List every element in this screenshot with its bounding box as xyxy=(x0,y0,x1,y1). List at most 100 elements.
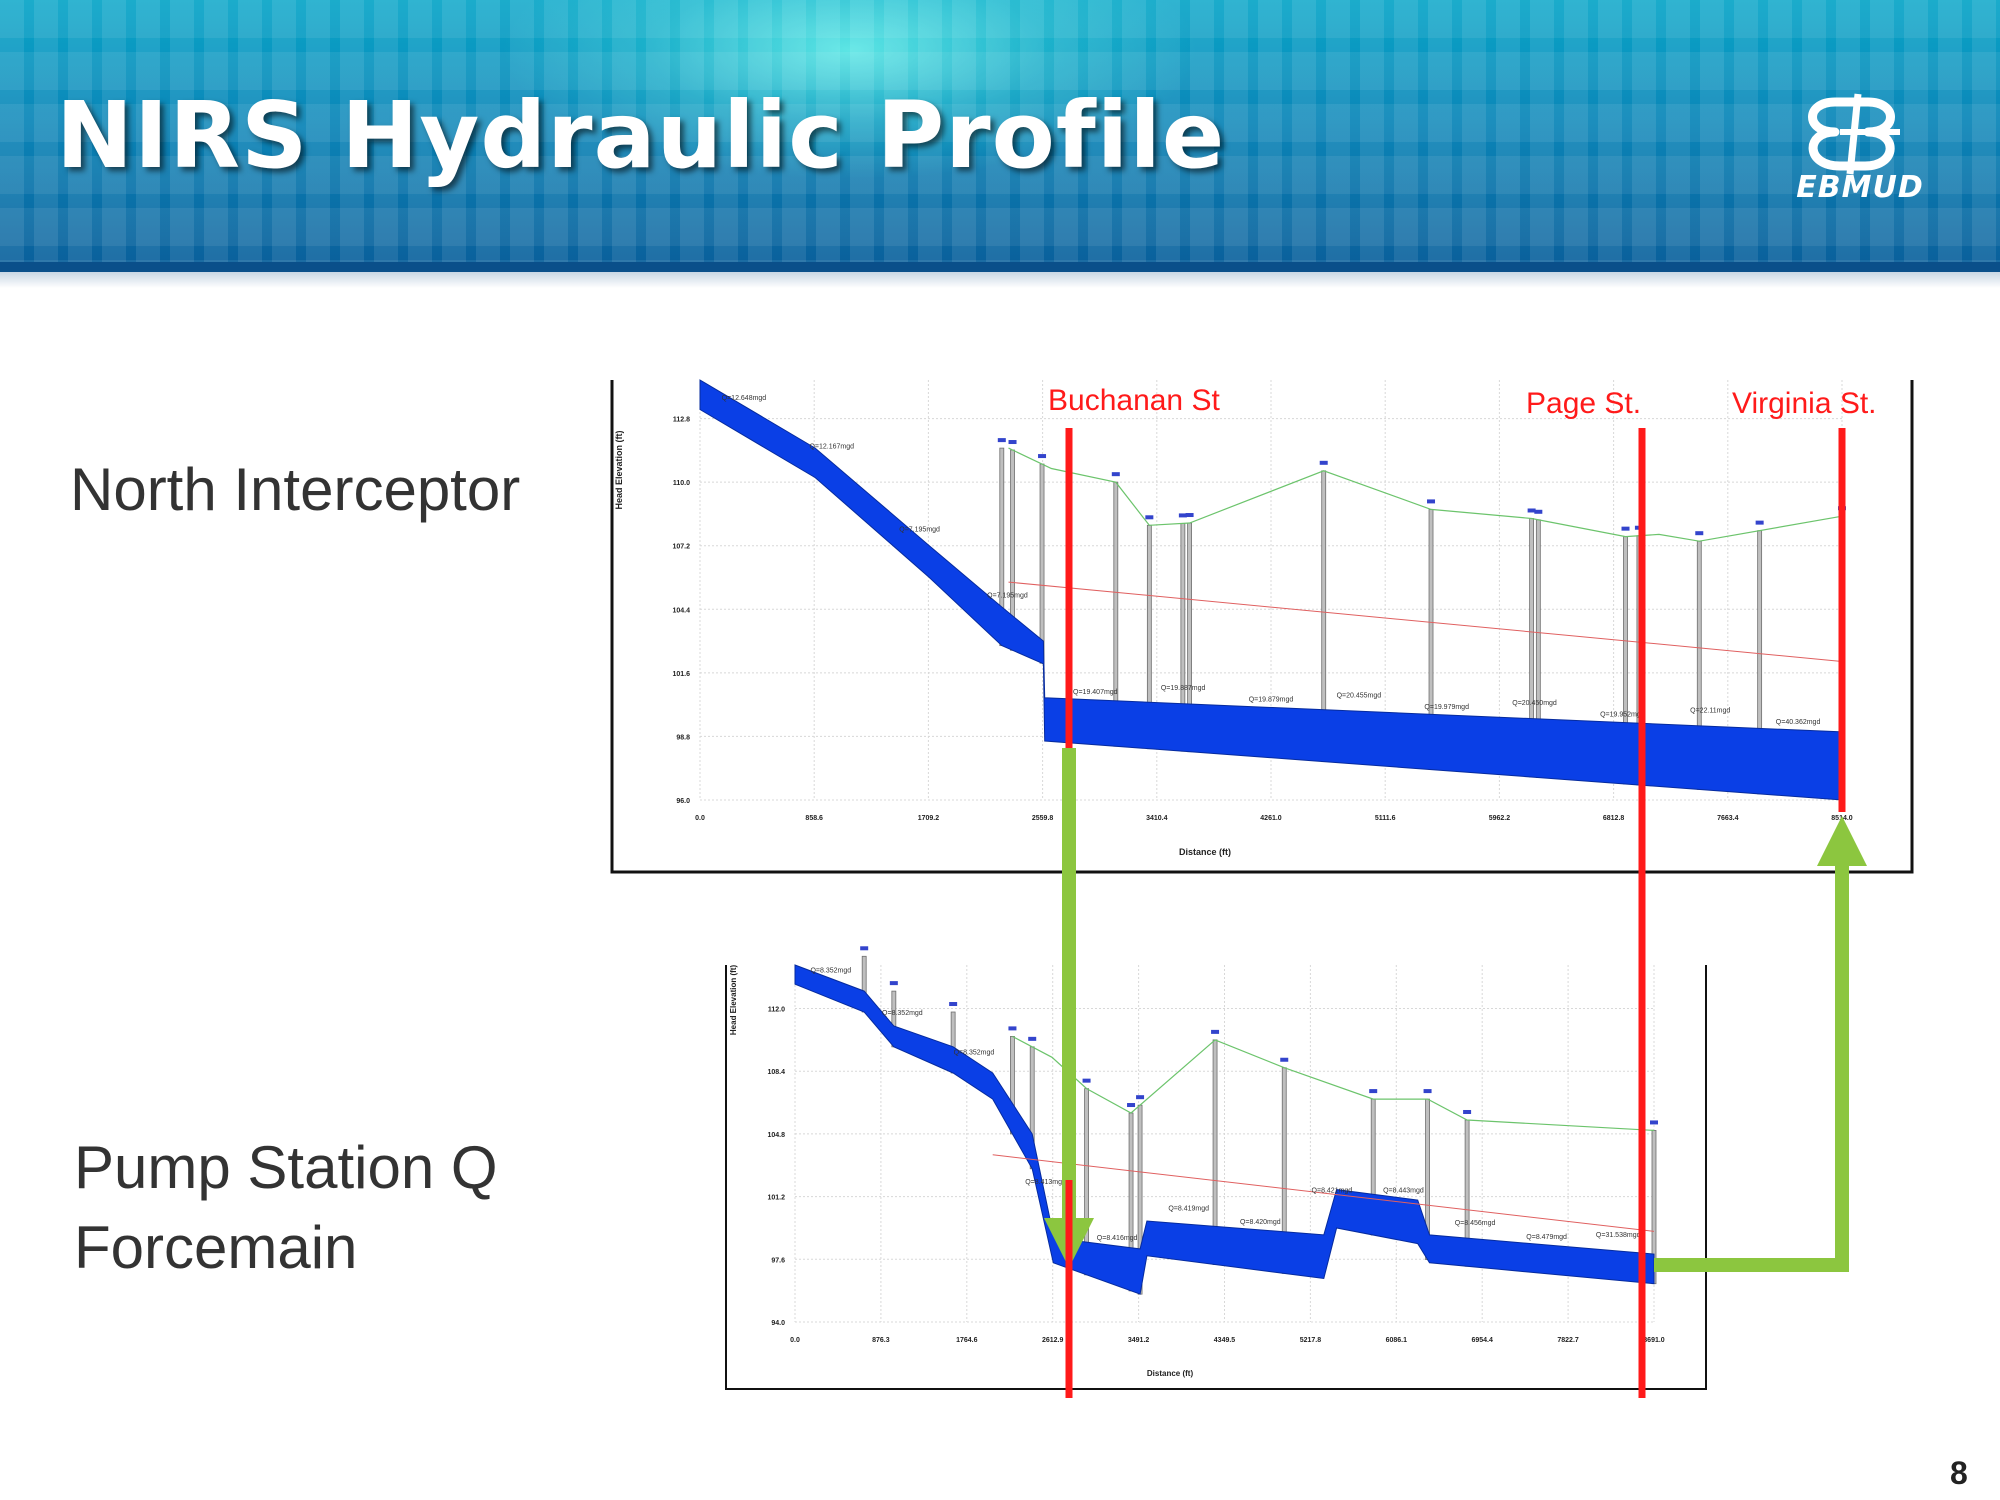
node-label-marker xyxy=(1008,1026,1017,1031)
node-label-marker xyxy=(1008,440,1017,445)
node-label-marker xyxy=(1695,531,1704,536)
y-tick-label: 104.4 xyxy=(672,607,690,614)
header-tile-pattern xyxy=(0,0,2000,272)
manhole-node xyxy=(1039,463,1045,664)
flow-annotation: Q=19.952mgd xyxy=(1600,712,1645,719)
flow-annotation: Q=8.419mgd xyxy=(1168,1205,1209,1212)
flow-annotation: Q=7.195mgd xyxy=(899,526,940,533)
flow-annotation: Q=31.538mgd xyxy=(1596,1232,1641,1239)
node-label-marker xyxy=(1755,520,1764,525)
y-tick-label: 101.6 xyxy=(672,671,690,678)
label-north-interceptor: North Interceptor xyxy=(70,456,521,523)
y-tick-label: 94.0 xyxy=(771,1320,785,1327)
x-tick-label: 4261.0 xyxy=(1260,815,1282,822)
x-axis-label: Distance (ft) xyxy=(1179,847,1231,857)
ground-line xyxy=(1008,447,1843,542)
y-tick-label: 101.2 xyxy=(767,1195,785,1202)
street-label-virginia: Virginia St. xyxy=(1732,387,1877,420)
node-label-marker xyxy=(1621,526,1630,531)
flow-annotations: Q=12.648mgd Q=12.167mgd Q=7.195mgd Q=7.195m… xyxy=(722,395,1821,726)
node-label-marker xyxy=(1423,1089,1432,1094)
flow-annotation: Q=19.887mgd xyxy=(1161,685,1206,692)
x-tick-label: 858.6 xyxy=(805,815,823,822)
flow-annotations: Q=8.352mgd Q=8.352mgd Q=8.352mgd Q=8.413mgd… xyxy=(810,968,1640,1242)
x-tick-label: 6954.4 xyxy=(1471,1337,1493,1344)
page-title: NIRS Hydraulic Profile xyxy=(56,82,1226,189)
node-label-marker xyxy=(1127,1103,1136,1108)
flow-annotation: Q=8.352mgd xyxy=(810,968,851,975)
x-tick-label: 6812.8 xyxy=(1603,815,1625,822)
pump-station-forcemain-chart: Q=8.352mgd Q=8.352mgd Q=8.352mgd Q=8.413mgd… xyxy=(725,946,1707,1390)
virginia-up-arrow-shaft xyxy=(1654,865,1849,1272)
flow-annotation: Q=8.352mgd xyxy=(882,1010,923,1017)
virginia-up-arrowhead xyxy=(1817,816,1867,866)
flow-annotation: Q=8.443mgd xyxy=(1383,1187,1424,1194)
node-label-marker xyxy=(1038,454,1047,459)
node-label-marker xyxy=(1280,1057,1289,1062)
y-axis-label: Head Elevation (ft) xyxy=(614,430,624,509)
y-tick-label: 110.0 xyxy=(673,480,690,487)
node-label-marker xyxy=(1178,513,1187,518)
flow-annotation: Q=8.413mgd xyxy=(1025,1179,1066,1186)
street-label-page: Page St. xyxy=(1526,387,1641,420)
label-pump-station-q: Pump Station Q xyxy=(74,1134,498,1201)
north-interceptor-chart: Q=12.648mgd Q=12.167mgd Q=7.195mgd Q=7.195m… xyxy=(610,379,1914,874)
node-label-marker xyxy=(1527,508,1536,513)
x-tick-label: 5111.6 xyxy=(1375,815,1396,822)
flow-annotation: Q=8.420mgd xyxy=(1240,1219,1281,1226)
flow-annotation: Q=7.195mgd xyxy=(987,593,1028,600)
header-glow xyxy=(500,0,1200,180)
x-tick-label: 0.0 xyxy=(790,1337,800,1344)
x-axis-label: Distance (ft) xyxy=(1147,1369,1194,1378)
y-tick-label: 112.0 xyxy=(768,1007,785,1014)
x-tick-label: 4349.5 xyxy=(1214,1337,1236,1344)
node-label-marker xyxy=(1427,499,1436,504)
x-tick-label: 7822.7 xyxy=(1557,1337,1579,1344)
x-tick-label: 0.0 xyxy=(695,815,705,822)
y-tick-labels: 96.0 98.8 101.6 104.4 107.2 110.0 112.8 xyxy=(672,417,690,805)
x-tick-label: 6086.1 xyxy=(1386,1337,1408,1344)
flow-annotation: Q=22.11mgd xyxy=(1690,707,1730,714)
x-tick-labels: 0.0 876.3 1764.6 2612.9 3491.2 4349.5 5217.8 60… xyxy=(790,1337,1665,1344)
node-label-marker xyxy=(889,981,898,986)
flow-annotation: Q=8.479mgd xyxy=(1526,1234,1567,1241)
node-label-marker xyxy=(1111,472,1120,477)
node-label-marker xyxy=(1319,460,1328,465)
node-label-marker xyxy=(1650,1120,1658,1125)
x-tick-label: 5962.2 xyxy=(1489,815,1511,822)
x-tick-label: 3410.4 xyxy=(1146,815,1168,822)
y-tick-label: 97.6 xyxy=(771,1257,785,1264)
flow-annotation: Q=19.879mgd xyxy=(1249,697,1294,704)
y-tick-label: 98.8 xyxy=(676,734,690,741)
x-tick-label: 1709.2 xyxy=(918,815,940,822)
flow-annotation: Q=19.979mgd xyxy=(1424,704,1469,711)
node-label-marker xyxy=(949,1002,958,1007)
street-markers: Buchanan St Page St. Virginia St. xyxy=(1048,384,1877,1398)
flow-annotation: Q=12.648mgd xyxy=(722,395,767,402)
node-label-marker xyxy=(1369,1089,1378,1094)
node-label-marker xyxy=(1534,509,1543,514)
header-band xyxy=(0,262,2000,272)
header-shadow xyxy=(0,272,2000,288)
flow-annotation: Q=20.455mgd xyxy=(1337,692,1382,699)
x-tick-label: 1764.6 xyxy=(956,1337,978,1344)
label-forcemain: Forcemain xyxy=(74,1214,358,1281)
y-tick-label: 112.8 xyxy=(673,417,690,424)
flow-annotation: Q=8.456mgd xyxy=(1455,1220,1496,1227)
node-label-marker xyxy=(1145,515,1154,520)
chart-frame xyxy=(610,380,1914,874)
y-tick-labels: 94.0 97.6 101.2 104.8 108.4 112.0 xyxy=(767,1007,785,1327)
flow-annotation: Q=12.167mgd xyxy=(809,443,854,450)
flow-annotation: Q=8.352mgd xyxy=(954,1050,995,1057)
x-tick-label: 3491.2 xyxy=(1128,1337,1150,1344)
y-tick-label: 96.0 xyxy=(676,798,690,805)
hgl-line xyxy=(992,1154,1655,1232)
node-label-marker xyxy=(860,946,869,951)
y-tick-label: 107.2 xyxy=(672,544,690,551)
node-label-marker xyxy=(1028,1036,1037,1041)
x-tick-label: 2612.9 xyxy=(1042,1337,1064,1344)
x-tick-label: 2559.8 xyxy=(1032,815,1054,822)
street-label-buchanan: Buchanan St xyxy=(1048,384,1220,417)
node-label-marker xyxy=(1136,1095,1145,1100)
